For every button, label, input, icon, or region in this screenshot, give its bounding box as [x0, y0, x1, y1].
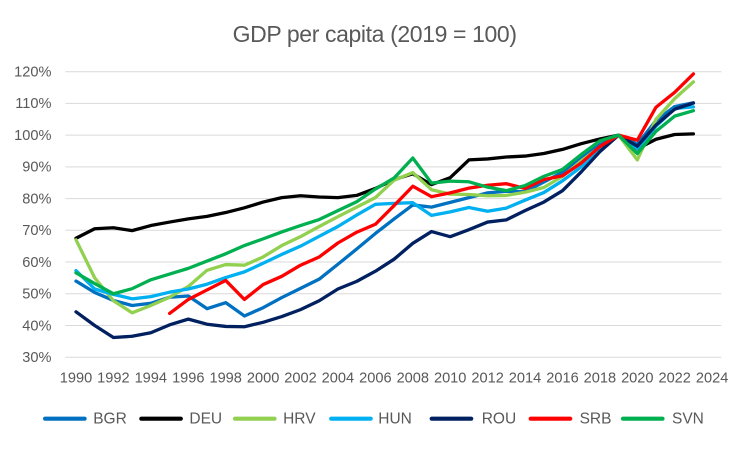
svg-text:70%: 70% [22, 223, 51, 239]
svg-text:40%: 40% [22, 318, 51, 334]
svg-text:BGR: BGR [93, 411, 127, 428]
svg-text:1992: 1992 [97, 371, 129, 387]
svg-text:ROU: ROU [482, 411, 516, 428]
svg-text:60%: 60% [22, 255, 51, 271]
svg-text:2020: 2020 [621, 371, 653, 387]
svg-text:SRB: SRB [580, 411, 612, 428]
svg-text:100%: 100% [14, 128, 51, 144]
svg-text:2012: 2012 [471, 371, 503, 387]
svg-text:50%: 50% [22, 287, 51, 303]
svg-text:90%: 90% [22, 160, 51, 176]
svg-text:2022: 2022 [658, 371, 690, 387]
svg-text:2010: 2010 [434, 371, 466, 387]
svg-text:2008: 2008 [397, 371, 429, 387]
svg-text:120%: 120% [14, 65, 51, 81]
svg-text:1998: 1998 [209, 371, 241, 387]
svg-text:80%: 80% [22, 191, 51, 207]
svg-text:2016: 2016 [546, 371, 578, 387]
svg-text:DEU: DEU [189, 411, 222, 428]
svg-text:SVN: SVN [672, 411, 704, 428]
svg-text:2006: 2006 [359, 371, 391, 387]
svg-text:GDP per capita (2019 = 100): GDP per capita (2019 = 100) [233, 21, 517, 47]
svg-text:30%: 30% [22, 350, 51, 366]
svg-text:1996: 1996 [172, 371, 204, 387]
svg-text:110%: 110% [15, 96, 51, 112]
svg-text:HUN: HUN [378, 411, 412, 428]
svg-text:2004: 2004 [322, 371, 354, 387]
svg-text:2000: 2000 [247, 371, 279, 387]
svg-text:1990: 1990 [60, 371, 92, 387]
svg-text:2018: 2018 [584, 371, 616, 387]
svg-text:HRV: HRV [283, 411, 316, 428]
svg-text:2002: 2002 [284, 371, 316, 387]
svg-text:2014: 2014 [509, 371, 541, 387]
svg-text:2024: 2024 [696, 371, 728, 387]
svg-text:1994: 1994 [135, 371, 167, 387]
